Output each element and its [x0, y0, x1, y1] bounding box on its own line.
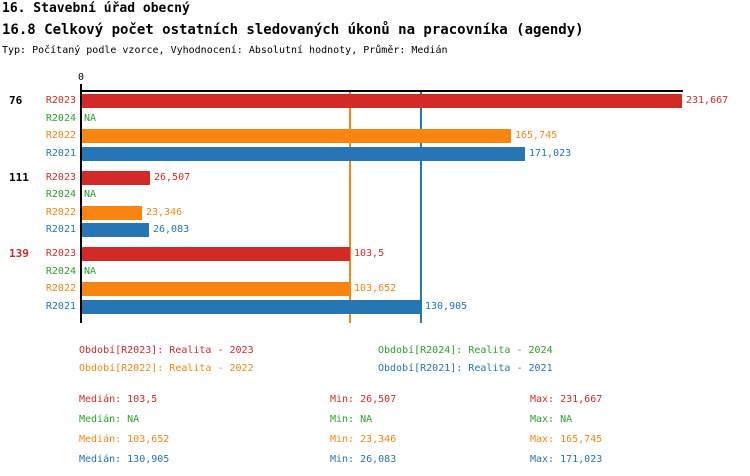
- page-title: 16. Stavební úřad obecný: [2, 1, 190, 16]
- group-label: 76: [9, 94, 23, 107]
- bar-r2023: [81, 171, 150, 185]
- series-label-r2023: R2023: [45, 95, 76, 106]
- bar-value-label: 231,667: [686, 95, 729, 106]
- series-label-r2022: R2022: [45, 207, 76, 218]
- bar-na-label: NA: [84, 113, 97, 124]
- bar-r2022: [81, 282, 350, 296]
- series-label-r2023: R2023: [45, 172, 76, 183]
- bar-value-label: 26,507: [154, 172, 191, 183]
- stat-min-r2024: Min: NA: [330, 414, 373, 425]
- series-label-r2024: R2024: [45, 189, 76, 200]
- page-meta: Typ: Počítaný podle vzorce, Vyhodnocení:…: [2, 45, 448, 56]
- bar-r2023: [81, 247, 350, 261]
- bar-r2022: [81, 206, 142, 220]
- bar-value-label: 171,023: [529, 148, 572, 159]
- bar-value-label: 103,652: [354, 283, 397, 294]
- bar-r2021: [81, 300, 421, 314]
- stat-min-r2022: Min: 23,346: [330, 434, 397, 445]
- legend-item-r2021: Období[R2021]: Realita - 2021: [378, 363, 553, 374]
- stat-median-r2023: Medián: 103,5: [79, 394, 158, 405]
- bar-r2021: [81, 147, 525, 161]
- bar-value-label: 26,083: [153, 224, 190, 235]
- stat-max-r2022: Max: 165,745: [530, 434, 603, 445]
- axis-y-line: [80, 84, 82, 323]
- stat-median-r2024: Medián: NA: [79, 414, 140, 425]
- series-label-r2021: R2021: [45, 301, 76, 312]
- bar-r2022: [81, 129, 511, 143]
- series-label-r2022: R2022: [45, 283, 76, 294]
- stat-max-r2023: Max: 231,667: [530, 394, 603, 405]
- axis-origin-label: 0: [77, 72, 85, 83]
- bar-r2023: [81, 94, 682, 108]
- legend-item-r2024: Období[R2024]: Realita - 2024: [378, 345, 553, 356]
- bar-na-label: NA: [84, 189, 97, 200]
- axis-top-line: [81, 90, 683, 92]
- legend-item-r2023: Období[R2023]: Realita - 2023: [79, 345, 254, 356]
- stat-min-r2021: Min: 26,083: [330, 454, 397, 465]
- median-line-r2021: [420, 92, 422, 323]
- series-label-r2021: R2021: [45, 224, 76, 235]
- stat-median-r2021: Medián: 130,905: [79, 454, 170, 465]
- stat-min-r2023: Min: 26,507: [330, 394, 397, 405]
- bar-value-label: 165,745: [515, 130, 558, 141]
- series-label-r2024: R2024: [45, 113, 76, 124]
- bar-value-label: 130,905: [425, 301, 468, 312]
- bar-value-label: 103,5: [354, 248, 385, 259]
- legend-item-r2022: Období[R2022]: Realita - 2022: [79, 363, 254, 374]
- stat-max-r2021: Max: 171,023: [530, 454, 603, 465]
- median-line-r2022: [349, 92, 351, 323]
- series-label-r2024: R2024: [45, 266, 76, 277]
- group-label: 111: [9, 171, 29, 184]
- stat-max-r2024: Max: NA: [530, 414, 573, 425]
- series-label-r2023: R2023: [45, 248, 76, 259]
- page-subtitle: 16.8 Celkový počet ostatních sledovaných…: [2, 22, 584, 38]
- group-label: 139: [9, 247, 29, 260]
- series-label-r2021: R2021: [45, 148, 76, 159]
- stat-median-r2022: Medián: 103,652: [79, 434, 170, 445]
- series-label-r2022: R2022: [45, 130, 76, 141]
- bar-na-label: NA: [84, 266, 97, 277]
- bar-value-label: 23,346: [146, 207, 183, 218]
- bar-r2021: [81, 223, 149, 237]
